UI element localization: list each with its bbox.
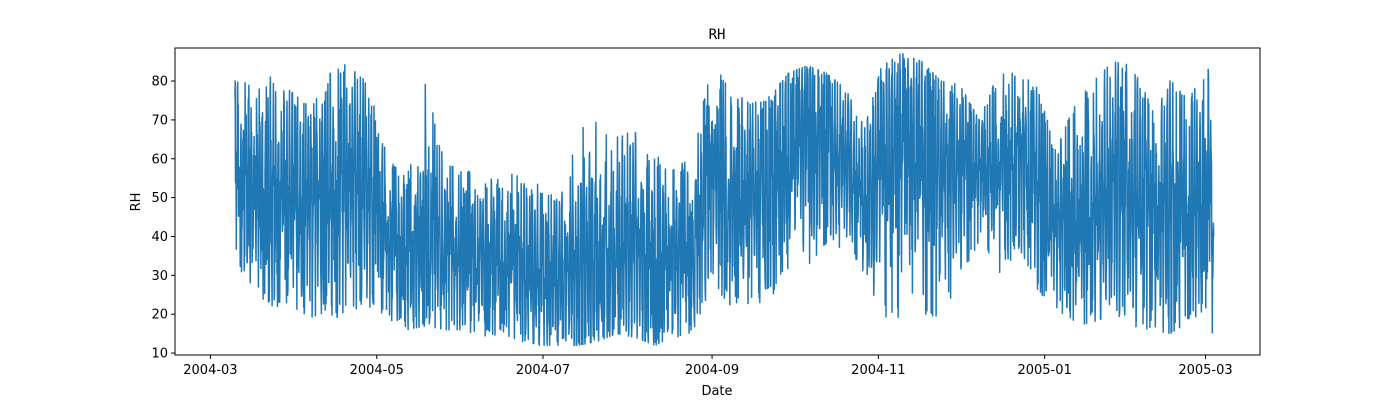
- y-tick-label: 60: [151, 152, 168, 167]
- y-tick-label: 80: [151, 75, 168, 90]
- y-tick-label: 10: [151, 347, 168, 362]
- y-tick-label: 30: [151, 269, 168, 284]
- x-tick-label: 2004-11: [851, 363, 905, 378]
- x-tick-label: 2004-03: [183, 363, 237, 378]
- y-tick-label: 50: [151, 191, 168, 206]
- chart-title: RH: [709, 27, 726, 43]
- x-axis: 2004-03 2004-05 2004-07 2004-09 2004-11 2005-…: [183, 355, 1233, 378]
- x-tick-label: 2005-01: [1017, 363, 1071, 378]
- rh-series-line: [234, 53, 1215, 347]
- y-tick-label: 70: [151, 113, 168, 128]
- x-tick-label: 2005-03: [1178, 363, 1232, 378]
- x-tick-label: 2004-05: [350, 363, 404, 378]
- y-axis-label: RH: [129, 193, 144, 212]
- x-tick-label: 2004-09: [685, 363, 739, 378]
- x-axis-label: Date: [701, 384, 732, 399]
- y-axis: 10 20 30 40 50 60 70 80: [151, 75, 175, 362]
- y-tick-label: 20: [151, 308, 168, 323]
- y-tick-label: 40: [151, 230, 168, 245]
- x-tick-label: 2004-07: [516, 363, 570, 378]
- plot-frame: [174, 47, 1261, 356]
- series-layer: [234, 53, 1215, 347]
